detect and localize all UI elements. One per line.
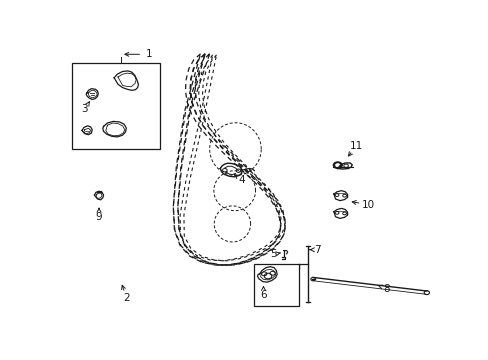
Text: 5: 5 [269,249,276,260]
Bar [72,63,159,149]
Text: 4: 4 [238,175,244,185]
Text: 3: 3 [81,104,88,114]
Text: 11: 11 [348,141,362,151]
Text: 2: 2 [123,293,129,303]
Text: 1: 1 [145,49,152,59]
Text: 8: 8 [383,284,389,293]
Text: 9: 9 [96,212,102,222]
Text: 7: 7 [313,245,320,255]
Text: 10: 10 [361,199,374,210]
Text: 6: 6 [260,291,266,301]
Bar [254,264,299,306]
Circle shape [334,163,340,167]
Circle shape [332,162,342,168]
